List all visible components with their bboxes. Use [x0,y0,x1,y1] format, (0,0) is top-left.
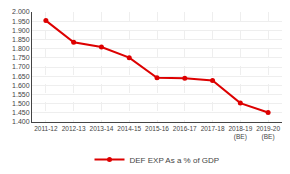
svg-text:1.950: 1.950 [12,18,30,25]
svg-text:1.600: 1.600 [12,82,30,89]
svg-text:1.450: 1.450 [12,109,30,116]
svg-text:2019-20(BE): 2019-20(BE) [256,125,280,141]
svg-text:1.500: 1.500 [12,100,30,107]
svg-text:2013-14: 2013-14 [90,125,114,132]
svg-text:2.000: 2.000 [12,8,30,15]
svg-text:2016-17: 2016-17 [173,125,197,132]
svg-text:1.900: 1.900 [12,27,30,34]
svg-text:1.550: 1.550 [12,91,30,98]
svg-text:2015-16: 2015-16 [145,125,169,132]
svg-text:DEF EXP As a % of GDP: DEF EXP As a % of GDP [130,156,220,165]
svg-text:1.650: 1.650 [12,73,30,80]
svg-text:2011-12: 2011-12 [34,125,58,132]
svg-text:1.400: 1.400 [12,118,30,125]
svg-text:1.750: 1.750 [12,54,30,61]
svg-text:2014-15: 2014-15 [117,125,141,132]
svg-text:1.700: 1.700 [12,63,30,70]
svg-text:2017-18: 2017-18 [201,125,225,132]
svg-text:2018-19(BE): 2018-19(BE) [228,125,252,141]
svg-text:2012-13: 2012-13 [62,125,86,132]
svg-text:1.800: 1.800 [12,45,30,52]
svg-text:1.850: 1.850 [12,36,30,43]
